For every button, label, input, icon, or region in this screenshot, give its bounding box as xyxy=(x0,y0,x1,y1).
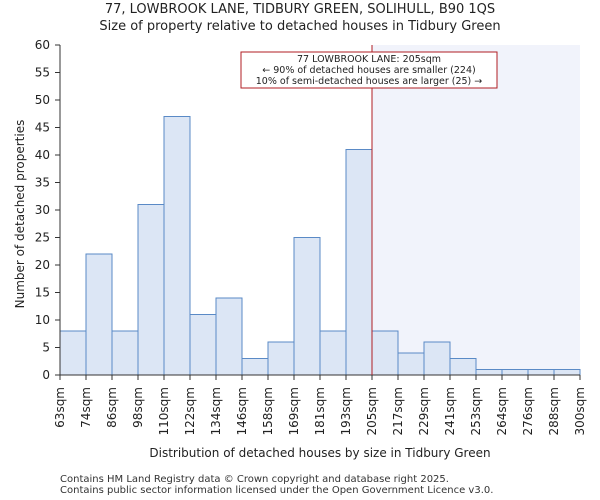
bar-110sqm xyxy=(163,116,191,376)
x-tick-label-288sqm: 288sqm xyxy=(547,387,561,435)
y-tick-label-15: 15 xyxy=(35,286,50,300)
bar-229sqm xyxy=(423,341,451,376)
x-tick-label-122sqm: 122sqm xyxy=(183,387,197,435)
bar-146sqm xyxy=(241,358,269,376)
bar-134sqm xyxy=(215,297,243,376)
y-tick-label-40: 40 xyxy=(35,148,50,162)
x-tick-label-98sqm: 98sqm xyxy=(131,387,145,428)
y-tick-label-5: 5 xyxy=(42,341,50,355)
bar-217sqm xyxy=(397,352,425,376)
bar-98sqm xyxy=(137,204,165,376)
y-tick-label-35: 35 xyxy=(35,176,50,190)
footer-line-2: Contains public sector information licen… xyxy=(60,485,494,496)
annotation-line-2: ← 90% of detached houses are smaller (22… xyxy=(262,65,475,76)
y-tick-label-50: 50 xyxy=(35,93,50,107)
x-tick-label-86sqm: 86sqm xyxy=(105,387,119,428)
x-tick-label-217sqm: 217sqm xyxy=(391,387,405,435)
x-tick-label-169sqm: 169sqm xyxy=(287,387,301,435)
x-tick-label-229sqm: 229sqm xyxy=(417,387,431,435)
y-tick-label-60: 60 xyxy=(35,38,50,52)
y-tick-label-45: 45 xyxy=(35,121,50,135)
annotation-line-1: 77 LOWBROOK LANE: 205sqm xyxy=(297,54,441,65)
annotation-line-3: 10% of semi-detached houses are larger (… xyxy=(256,76,483,87)
y-tick-label-10: 10 xyxy=(35,313,50,327)
bar-158sqm xyxy=(267,341,295,376)
bar-276sqm xyxy=(527,369,555,376)
bar-181sqm xyxy=(319,330,347,376)
x-tick-label-158sqm: 158sqm xyxy=(261,387,275,435)
x-tick-label-253sqm: 253sqm xyxy=(469,387,483,435)
bar-288sqm xyxy=(553,369,581,376)
x-tick-label-110sqm: 110sqm xyxy=(157,387,171,435)
bar-253sqm xyxy=(475,369,503,376)
y-tick-label-0: 0 xyxy=(42,368,50,382)
chart-title: 77, LOWBROOK LANE, TIDBURY GREEN, SOLIHU… xyxy=(104,2,496,17)
y-tick-label-25: 25 xyxy=(35,231,50,245)
x-tick-label-300sqm: 300sqm xyxy=(573,387,587,435)
y-axis-label: Number of detached properties xyxy=(13,119,27,309)
x-tick-label-276sqm: 276sqm xyxy=(521,387,535,435)
bar-86sqm xyxy=(111,330,139,376)
bar-264sqm xyxy=(501,369,529,376)
y-tick-label-20: 20 xyxy=(35,258,50,272)
bar-122sqm xyxy=(189,314,217,376)
x-tick-label-181sqm: 181sqm xyxy=(313,387,327,435)
x-tick-label-63sqm: 63sqm xyxy=(53,387,67,428)
highlight-region xyxy=(372,45,580,375)
bar-63sqm xyxy=(59,330,87,376)
y-tick-label-30: 30 xyxy=(35,203,50,217)
footer-line-1: Contains HM Land Registry data © Crown c… xyxy=(60,474,449,485)
bar-193sqm xyxy=(345,149,373,376)
x-axis-label: Distribution of detached houses by size … xyxy=(149,446,491,460)
x-tick-label-264sqm: 264sqm xyxy=(495,387,509,435)
bar-241sqm xyxy=(449,358,477,376)
x-tick-label-205sqm: 205sqm xyxy=(365,387,379,435)
bar-74sqm xyxy=(85,253,113,376)
bar-169sqm xyxy=(293,237,321,376)
x-tick-label-146sqm: 146sqm xyxy=(235,387,249,435)
annotation-box xyxy=(240,51,498,89)
y-tick-label-55: 55 xyxy=(35,66,50,80)
bar-205sqm xyxy=(371,330,399,376)
x-tick-label-193sqm: 193sqm xyxy=(339,387,353,435)
x-tick-label-241sqm: 241sqm xyxy=(443,387,457,435)
x-axis: 63sqm 74sqm 86sqm 98sqm 110sqm 122sqm 134sqm 14… xyxy=(53,374,587,435)
x-tick-label-74sqm: 74sqm xyxy=(79,387,93,428)
chart-subtitle: Size of property relative to detached ho… xyxy=(99,19,501,34)
y-axis: 0 5 10 15 20 25 30 35 40 45 50 55 60 xyxy=(35,38,61,382)
x-tick-label-134sqm: 134sqm xyxy=(209,387,223,435)
bars-group xyxy=(59,116,581,376)
